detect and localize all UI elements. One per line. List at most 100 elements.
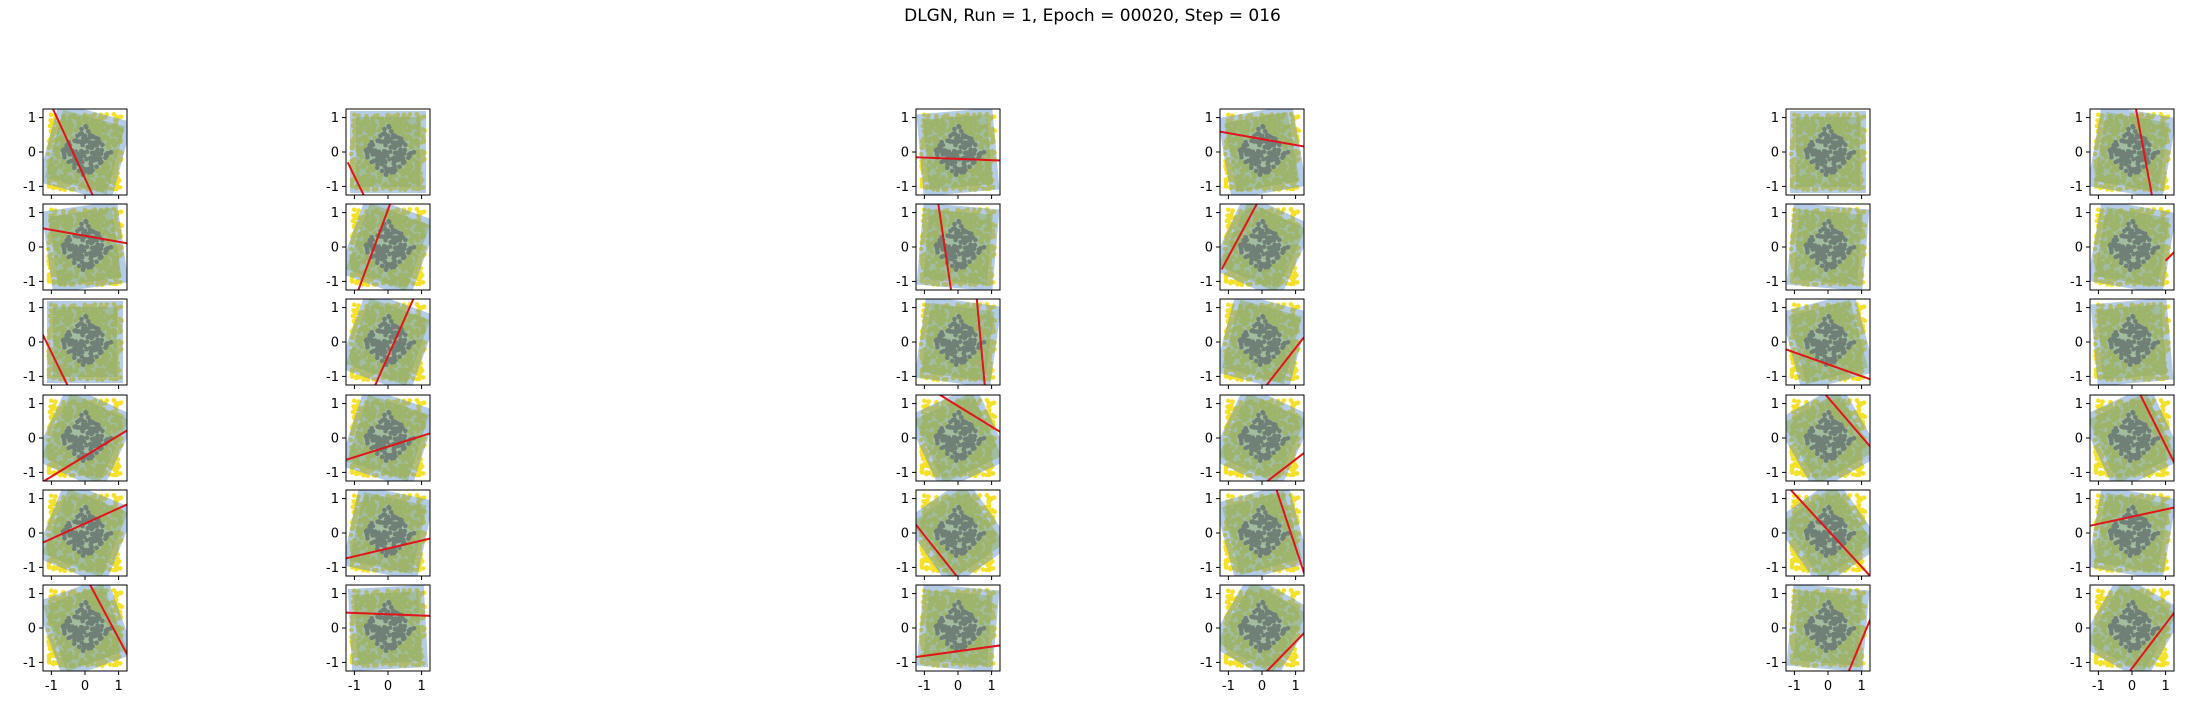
scatter-point-outside xyxy=(354,215,359,221)
scatter-point-outside xyxy=(419,148,425,154)
scatter-point-outside xyxy=(963,185,968,191)
scatter-point-outside xyxy=(920,236,926,242)
scatter-point-outside xyxy=(1860,114,1866,120)
scatter-point-outside xyxy=(2094,141,2100,147)
scatter-point-outside xyxy=(405,210,411,215)
scatter-point-outside xyxy=(2101,184,2106,190)
scatter-point-outside xyxy=(47,178,52,184)
scatter-point-outside xyxy=(920,218,926,223)
scatter-point-outside xyxy=(1294,114,1300,120)
scatter-point-outside xyxy=(920,170,926,176)
scatter-point-outside xyxy=(46,145,51,150)
scatter-point-outside xyxy=(1860,126,1865,132)
scatter-point-outside xyxy=(1229,211,1234,217)
scatter-point-outside xyxy=(419,140,425,145)
scatter-point-outside xyxy=(1294,133,1299,138)
scatter-point-outside xyxy=(1854,186,1860,192)
scatter-point-outside xyxy=(919,253,924,259)
scatter-point-outside xyxy=(2094,123,2100,128)
scatter-point-outside xyxy=(919,240,924,245)
scatter-point-outside xyxy=(1223,184,1229,189)
subplot-r0-c2: 10-1 xyxy=(896,108,1001,199)
scatter-point-outside xyxy=(116,243,122,249)
scatter-point-outside xyxy=(46,184,52,189)
scatter-point-outside xyxy=(1224,170,1230,176)
scatter-point-outside xyxy=(965,208,970,213)
scatter-point-outside xyxy=(50,138,55,144)
y-tick-label: 1 xyxy=(331,111,339,126)
scatter-point-outside xyxy=(111,186,117,192)
scatter-point-outside xyxy=(410,281,416,286)
scatter-point-outside xyxy=(2097,126,2103,131)
scatter-point-outside xyxy=(47,273,52,279)
scatter-point-outside xyxy=(111,207,117,212)
y-tick-label: 0 xyxy=(331,146,339,161)
scatter-point-outside xyxy=(2097,138,2102,144)
scatter-point-outside xyxy=(51,120,56,126)
subplot-r1-c0: 10-1 xyxy=(23,203,128,294)
scatter-point-outside xyxy=(927,279,932,285)
scatter-point-outside xyxy=(47,141,53,147)
scatter-point-outside xyxy=(1792,112,1797,118)
scatter-point-outside xyxy=(365,282,371,288)
scatter-point-outside xyxy=(354,272,360,277)
scatter-point-outside xyxy=(372,187,378,192)
scatter-point-outside xyxy=(1792,161,1797,167)
scatter-point-outside xyxy=(115,180,120,185)
scatter-point-outside xyxy=(49,256,54,262)
scatter-point-outside xyxy=(1226,161,1231,167)
scatter-point-outside xyxy=(1226,207,1231,213)
scatter-point-outside xyxy=(61,211,66,216)
scatter-point-outside xyxy=(1280,183,1286,189)
scatter-point-outside xyxy=(991,252,996,258)
scatter-point-outside xyxy=(919,159,924,164)
scatter-point-outside xyxy=(103,278,109,284)
scatter-point-outside xyxy=(1859,140,1865,145)
scatter-point-outside xyxy=(350,218,356,223)
gating-region xyxy=(916,109,1000,195)
scatter-point-outside xyxy=(1267,185,1272,191)
scatter-point-outside xyxy=(353,233,358,239)
scatter-point-outside xyxy=(46,279,52,284)
gating-region xyxy=(2090,109,2174,195)
y-tick-label: 1 xyxy=(2075,111,2083,126)
subplot-r1-c1: 10-1 xyxy=(326,203,431,294)
scatter-point-outside xyxy=(1293,148,1299,154)
scatter-point-outside xyxy=(348,246,354,252)
decision-line xyxy=(2134,109,2153,195)
scatter-point-outside xyxy=(989,140,995,145)
y-tick-label: -1 xyxy=(2070,180,2083,195)
scatter-point-outside xyxy=(51,261,56,267)
y-tick-label: 0 xyxy=(28,241,36,256)
scatter-point-outside xyxy=(918,151,924,157)
scatter-point-outside xyxy=(1269,208,1274,213)
scatter-point-outside xyxy=(1805,187,1811,192)
scatter-point-outside xyxy=(1859,148,1865,154)
scatter-point-outside xyxy=(1790,123,1796,128)
scatter-point-outside xyxy=(365,187,371,192)
scatter-point-outside xyxy=(49,207,54,213)
figure-title: DLGN, Run = 1, Epoch = 00020, Step = 016 xyxy=(904,6,1281,26)
scatter-point-outside xyxy=(115,171,121,176)
scatter-point-outside xyxy=(117,221,122,227)
scatter-point-outside xyxy=(1293,140,1299,145)
scatter-point-outside xyxy=(116,235,122,240)
scatter-point-outside xyxy=(47,123,53,128)
scatter-point-outside xyxy=(2093,145,2098,150)
scatter-point-outside xyxy=(69,187,75,192)
scatter-point-outside xyxy=(352,129,357,135)
scatter-point-outside xyxy=(414,186,420,192)
scatter-point-outside xyxy=(935,282,941,288)
scatter-point-outside xyxy=(1230,208,1235,213)
scatter-point-outside xyxy=(1788,151,1794,157)
scatter-point-outside xyxy=(1246,282,1252,287)
scatter-point-outside xyxy=(920,141,926,147)
scatter-point-outside xyxy=(990,280,996,285)
y-tick-label: 0 xyxy=(1205,146,1213,161)
scatter-point-outside xyxy=(356,208,361,213)
decision-line xyxy=(916,156,1000,162)
scatter-point-outside xyxy=(2096,129,2101,135)
y-tick-label: 0 xyxy=(2075,146,2083,161)
scatter-point-outside xyxy=(1860,133,1865,138)
scatter-point-outside xyxy=(2098,120,2103,126)
